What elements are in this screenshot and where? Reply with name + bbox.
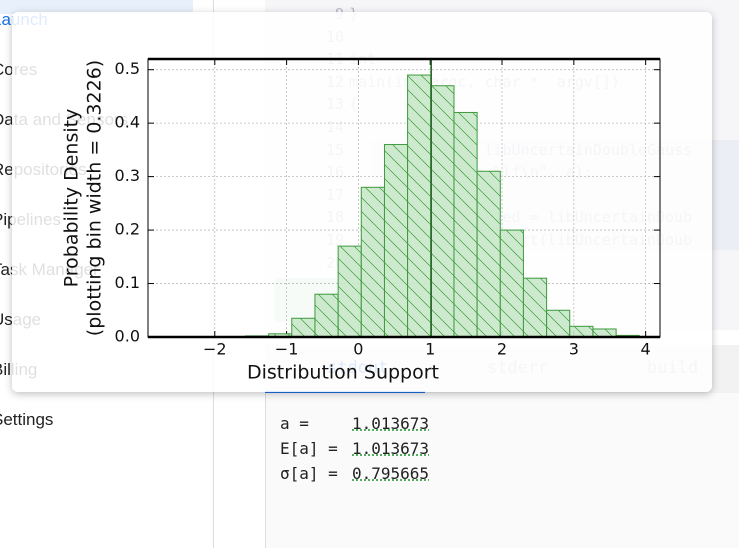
chart: Distribution Support Probability Density… (61, 57, 661, 384)
bar-hatch (337, 245, 362, 338)
sidebar-selected (0, 0, 193, 14)
y-tick-label: 0.0 (115, 327, 140, 346)
sidebar-item[interactable]: Settings (0, 410, 54, 429)
x-tick-label: 4 (641, 340, 651, 359)
bar-hatch (522, 277, 548, 338)
output-value: 1.013673 (352, 439, 430, 458)
x-tick-label: −2 (203, 340, 227, 359)
bar-hatch (383, 144, 409, 338)
bar-hatch (546, 309, 571, 338)
bar-hatch (360, 186, 385, 338)
x-tick-label: 2 (497, 340, 507, 359)
bar-hatch (569, 325, 594, 338)
bar-hatch (407, 74, 432, 338)
y-tick-label: 0.3 (115, 166, 140, 185)
y-tick-label: 0.5 (115, 59, 140, 78)
bar-hatch (453, 111, 478, 338)
y-tick-label: 0.2 (115, 220, 140, 239)
y-axis-label: (plotting bin width = 0.3226) (84, 60, 106, 336)
bar-hatch (314, 293, 339, 338)
output-label: E[a] = (280, 439, 338, 458)
x-tick-label: −1 (275, 340, 299, 359)
bar-hatch (291, 317, 316, 338)
y-tick-label: 0.1 (115, 273, 140, 292)
x-tick-label: 0 (353, 340, 363, 359)
y-tick-label: 0.4 (115, 113, 140, 132)
y-axis-label: Probability Density (61, 109, 83, 288)
output-panel (265, 393, 739, 548)
popup: Distribution Support Probability Density… (12, 12, 712, 392)
output-label: a = (280, 414, 309, 433)
output-label: σ[a] = (280, 464, 338, 483)
x-tick-label: 1 (425, 340, 435, 359)
x-tick-label: 3 (569, 340, 579, 359)
bar-hatch (476, 170, 501, 338)
bar-hatch (430, 85, 455, 338)
tab-underline (265, 391, 425, 393)
output-value: 1.013673 (352, 414, 430, 433)
bar-hatch (499, 229, 524, 338)
output-value: 0.795665 (352, 464, 430, 483)
x-axis-label: Distribution Support (247, 362, 439, 384)
